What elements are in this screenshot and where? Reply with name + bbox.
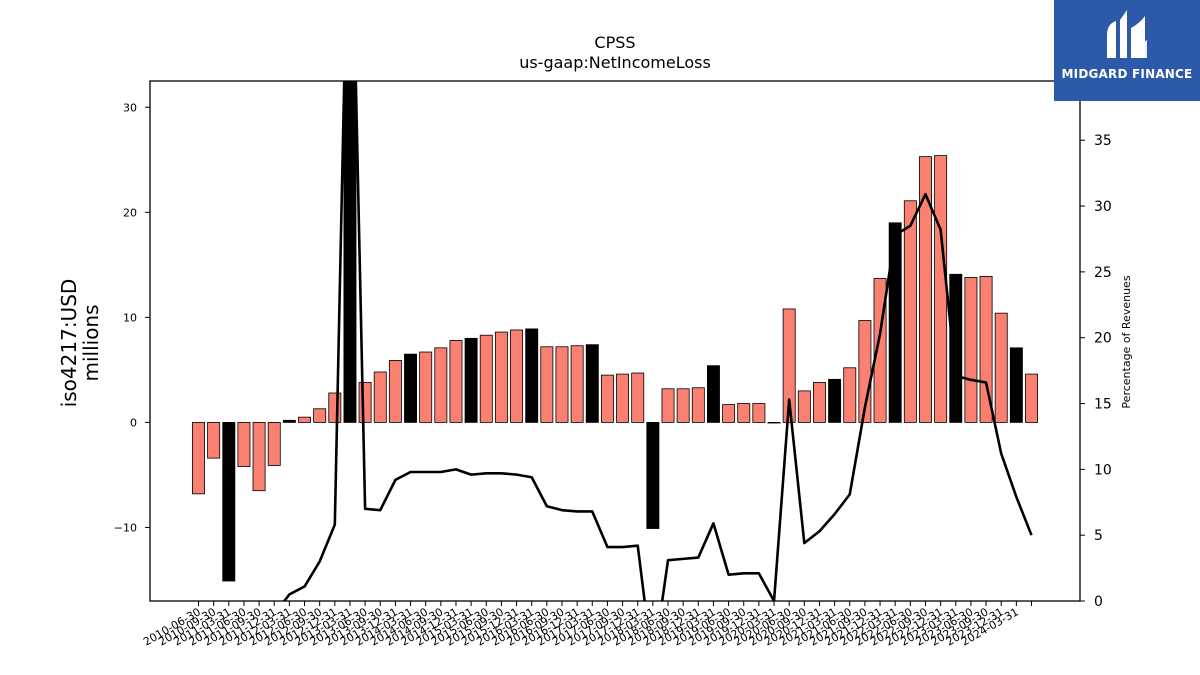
right-tick-label: 30 bbox=[1094, 199, 1112, 215]
bar bbox=[903, 200, 917, 423]
bar bbox=[691, 387, 705, 423]
left-tick-label: −10 bbox=[114, 521, 137, 534]
bar bbox=[737, 403, 751, 423]
bar bbox=[600, 374, 614, 423]
right-tick-label: 15 bbox=[1094, 397, 1112, 413]
bar bbox=[964, 277, 978, 423]
bar bbox=[388, 360, 402, 423]
right-axis-label: Percentage of Revenues bbox=[1120, 275, 1133, 408]
bar bbox=[585, 344, 599, 423]
left-tick-label: 30 bbox=[123, 101, 137, 114]
bar bbox=[540, 346, 554, 423]
bar bbox=[813, 382, 826, 423]
bar bbox=[676, 388, 690, 423]
right-tick-label: 20 bbox=[1094, 331, 1112, 347]
bar bbox=[237, 422, 251, 467]
bar bbox=[555, 346, 569, 423]
left-tick-label: 10 bbox=[123, 311, 137, 324]
bar bbox=[934, 155, 948, 423]
bar bbox=[949, 273, 963, 423]
bar bbox=[631, 372, 645, 423]
bar bbox=[252, 422, 266, 492]
bar bbox=[919, 156, 932, 423]
right-tick-label: 5 bbox=[1094, 528, 1103, 544]
bar bbox=[979, 275, 993, 423]
bar bbox=[298, 416, 311, 423]
bar bbox=[752, 403, 766, 423]
bar bbox=[510, 329, 524, 423]
right-tick-label: 10 bbox=[1094, 462, 1112, 478]
left-axis-label-line1: iso4217:USD bbox=[57, 279, 81, 408]
bar bbox=[494, 331, 508, 423]
bar bbox=[282, 419, 296, 423]
bar bbox=[1025, 373, 1038, 423]
bars bbox=[192, 81, 1038, 582]
midgard-finance-logo: MIDGARD FINANCE bbox=[1054, 0, 1200, 101]
series-line bbox=[282, 81, 1033, 601]
left-tick-label: 0 bbox=[130, 416, 137, 429]
right-tick-label: 0 bbox=[1094, 594, 1103, 610]
logo-text: MIDGARD FINANCE bbox=[1061, 67, 1193, 81]
bar bbox=[434, 347, 448, 423]
left-axis-label: iso4217:USD millions bbox=[57, 279, 103, 408]
bar bbox=[828, 378, 842, 423]
bar bbox=[782, 308, 796, 423]
bar bbox=[646, 422, 660, 529]
bar bbox=[888, 222, 902, 423]
bar bbox=[313, 408, 327, 423]
bar bbox=[358, 382, 372, 423]
bar bbox=[994, 312, 1008, 423]
bar bbox=[449, 340, 463, 423]
bar bbox=[525, 328, 539, 423]
bar bbox=[843, 367, 857, 423]
bar bbox=[222, 422, 236, 582]
plot-area: −100102030051015202530352010-06-302010-0… bbox=[114, 80, 1112, 649]
bar bbox=[207, 422, 221, 459]
left-axis-label-line2: millions bbox=[79, 304, 103, 381]
plot-frame bbox=[149, 80, 1081, 602]
bar bbox=[328, 392, 342, 423]
chart-subtitle: us-gaap:NetIncomeLoss bbox=[519, 53, 711, 72]
bar bbox=[570, 345, 584, 423]
bar bbox=[661, 388, 675, 423]
bar bbox=[722, 404, 736, 423]
bar bbox=[479, 334, 493, 423]
right-tick-label: 35 bbox=[1094, 133, 1112, 149]
left-tick-label: 20 bbox=[123, 206, 137, 219]
bar bbox=[267, 422, 281, 466]
right-tick-label: 25 bbox=[1094, 265, 1112, 281]
bar bbox=[192, 422, 205, 495]
bar bbox=[616, 373, 630, 423]
bar bbox=[1009, 347, 1023, 423]
chart-title: CPSS bbox=[594, 33, 635, 52]
logo-mark-icon bbox=[1107, 10, 1147, 58]
bar bbox=[767, 422, 781, 424]
bar bbox=[464, 337, 478, 423]
bar bbox=[419, 351, 433, 423]
bar bbox=[343, 81, 357, 423]
bar bbox=[404, 353, 418, 423]
bar bbox=[373, 371, 387, 423]
bar bbox=[797, 390, 811, 423]
bar bbox=[706, 365, 720, 423]
